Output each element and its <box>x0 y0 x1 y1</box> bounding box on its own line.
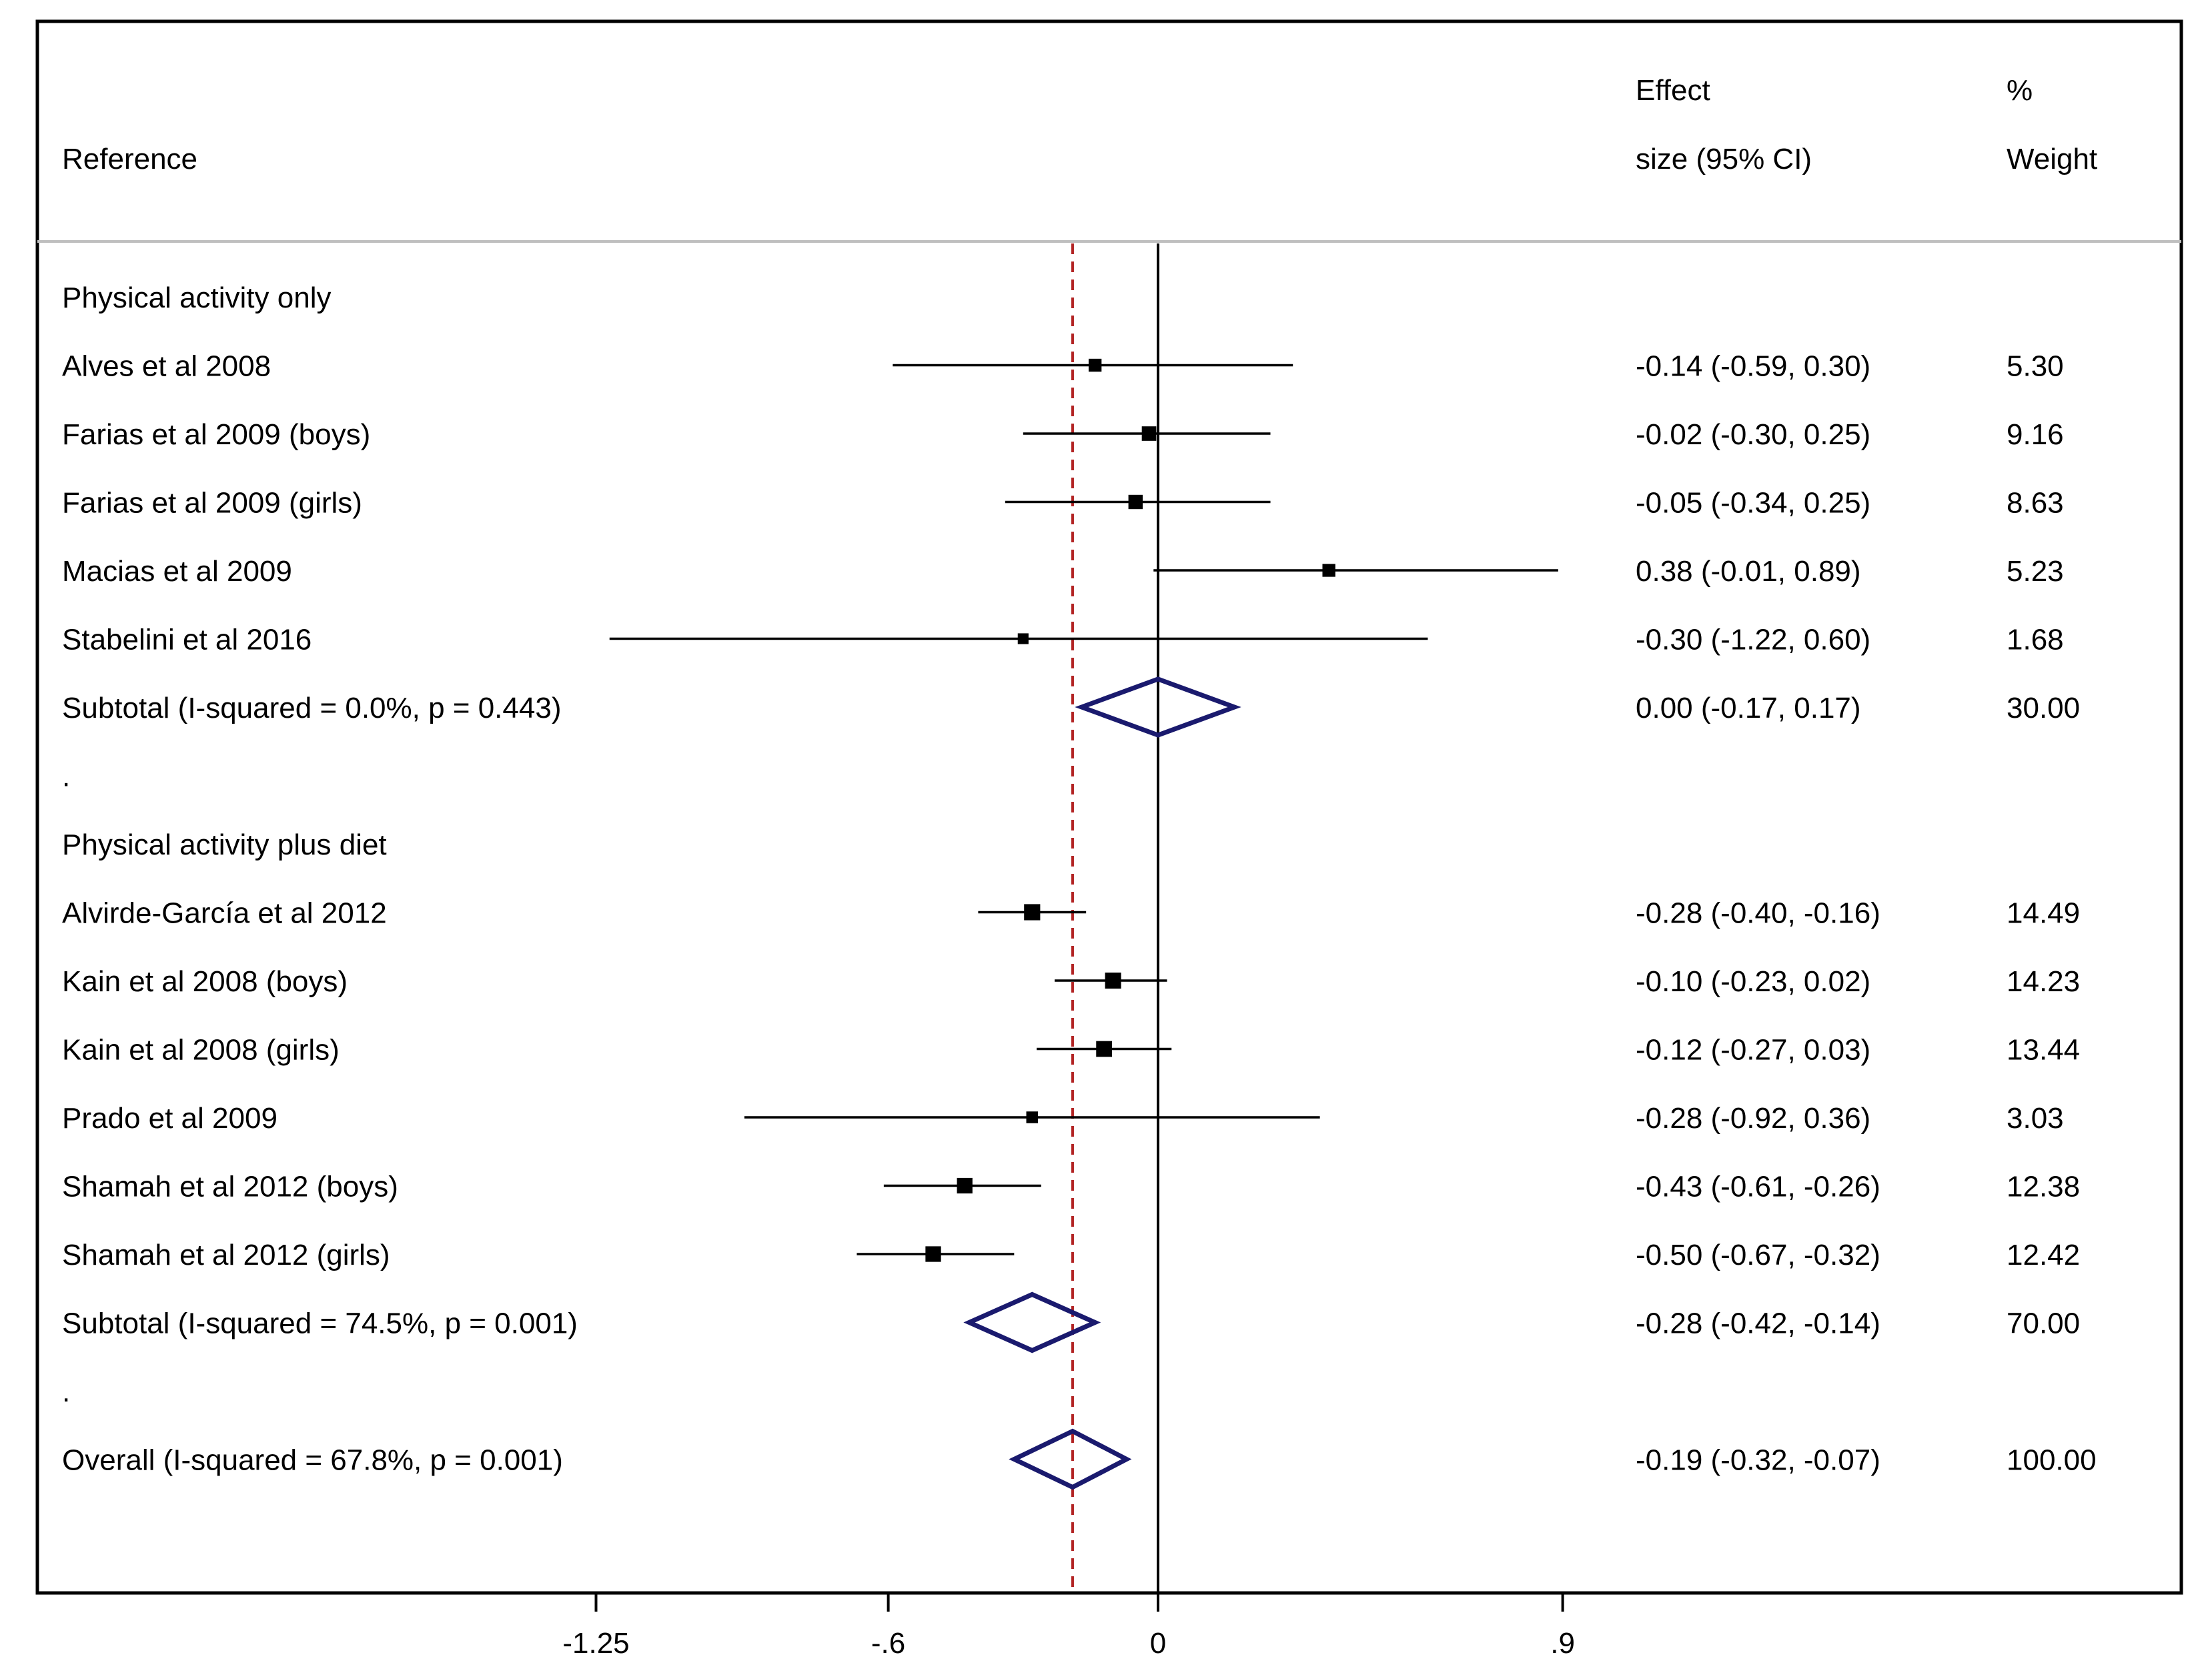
row-label: Kain et al 2008 (boys) <box>62 965 348 998</box>
effect-size-ci: -0.10 (-0.23, 0.02) <box>1636 965 1870 998</box>
weight-value: 3.03 <box>2007 1102 2064 1135</box>
effect-size-ci: -0.05 (-0.34, 0.25) <box>1636 487 1870 520</box>
weight-value: 70.00 <box>2007 1307 2080 1340</box>
weight-value: 14.23 <box>2007 965 2080 998</box>
effect-size-ci: -0.28 (-0.42, -0.14) <box>1636 1307 1880 1340</box>
effect-size-ci: -0.14 (-0.59, 0.30) <box>1636 350 1870 383</box>
row-label: Alvirde-García et al 2012 <box>62 897 387 930</box>
effect-marker <box>1322 564 1335 577</box>
x-axis: -1.25 -.6 0 .9 <box>562 1593 1575 1660</box>
weight-value: 5.23 <box>2007 555 2064 588</box>
effect-size-ci: 0.00 (-0.17, 0.17) <box>1636 692 1861 724</box>
weight-value: 5.30 <box>2007 350 2064 383</box>
effect-marker <box>1017 633 1029 644</box>
weight-value: 30.00 <box>2007 692 2080 724</box>
x-tick-label: .9 <box>1550 1627 1575 1660</box>
row-label: . <box>62 1375 70 1408</box>
effect-size-ci: -0.28 (-0.40, -0.16) <box>1636 897 1880 930</box>
weight-value: 100.00 <box>2007 1444 2097 1477</box>
effect-marker <box>1026 1111 1039 1123</box>
effect-marker <box>1096 1041 1112 1057</box>
overall-diamond <box>1009 1428 1132 1490</box>
row-label: Farias et al 2009 (boys) <box>62 418 370 451</box>
row-label: Alves et al 2008 <box>62 350 271 383</box>
subtotal-diamond <box>963 1291 1101 1353</box>
header-weight-line1: % <box>2007 74 2033 107</box>
effect-marker <box>957 1177 973 1194</box>
effect-marker <box>1088 358 1102 372</box>
weight-value: 13.44 <box>2007 1034 2080 1067</box>
effect-size-ci: -0.50 (-0.67, -0.32) <box>1636 1239 1880 1271</box>
weight-value: 9.16 <box>2007 418 2064 451</box>
row-label: Shamah et al 2012 (girls) <box>62 1239 390 1271</box>
effect-size-ci: -0.12 (-0.27, 0.03) <box>1636 1034 1870 1067</box>
weight-value: 14.49 <box>2007 897 2080 930</box>
header-effect-line1: Effect <box>1636 74 1710 107</box>
effect-marker <box>1128 494 1143 510</box>
weight-value: 12.38 <box>2007 1171 2080 1203</box>
weight-value: 8.63 <box>2007 487 2064 520</box>
row-label: Stabelini et al 2016 <box>62 624 312 656</box>
x-tick-label: -.6 <box>871 1627 905 1660</box>
subtotal-diamond <box>1075 676 1241 738</box>
plot-marks <box>609 243 1558 1593</box>
weight-value: 12.42 <box>2007 1239 2080 1271</box>
effect-size-ci: -0.28 (-0.92, 0.36) <box>1636 1102 1870 1135</box>
header-effect-line2: size (95% CI) <box>1636 143 1812 175</box>
effect-marker <box>1024 904 1041 921</box>
row-label: Farias et al 2009 (girls) <box>62 487 362 520</box>
row-label: Subtotal (I-squared = 0.0%, p = 0.443) <box>62 692 561 724</box>
row-label: Subtotal (I-squared = 74.5%, p = 0.001) <box>62 1307 578 1340</box>
effect-marker <box>1141 426 1157 441</box>
weight-value: 1.68 <box>2007 624 2064 656</box>
effect-size-ci: -0.30 (-1.22, 0.60) <box>1636 624 1870 656</box>
effect-size-ci: -0.19 (-0.32, -0.07) <box>1636 1444 1880 1477</box>
effect-size-ci: -0.43 (-0.61, -0.26) <box>1636 1171 1880 1203</box>
row-label: Physical activity only <box>62 282 331 314</box>
x-tick-label: -1.25 <box>562 1627 629 1660</box>
header-weight-line2: Weight <box>2007 143 2097 175</box>
row-label: Prado et al 2009 <box>62 1102 278 1135</box>
table-rows: Physical activity only Alves et al 2008 -0… <box>62 282 2097 1477</box>
effect-marker <box>925 1246 941 1262</box>
effect-size-ci: 0.38 (-0.01, 0.89) <box>1636 555 1861 588</box>
row-label: Kain et al 2008 (girls) <box>62 1034 340 1067</box>
effect-size-ci: -0.02 (-0.30, 0.25) <box>1636 418 1870 451</box>
effect-marker <box>1105 972 1121 989</box>
row-label: Overall (I-squared = 67.8%, p = 0.001) <box>62 1444 563 1477</box>
header-reference: Reference <box>62 143 197 175</box>
x-tick-label: 0 <box>1150 1627 1166 1660</box>
row-label: Macias et al 2009 <box>62 555 292 588</box>
row-label: Shamah et al 2012 (boys) <box>62 1171 398 1203</box>
plot-frame <box>35 19 2183 1595</box>
row-label: Physical activity plus diet <box>62 828 387 861</box>
row-label: . <box>62 760 70 793</box>
